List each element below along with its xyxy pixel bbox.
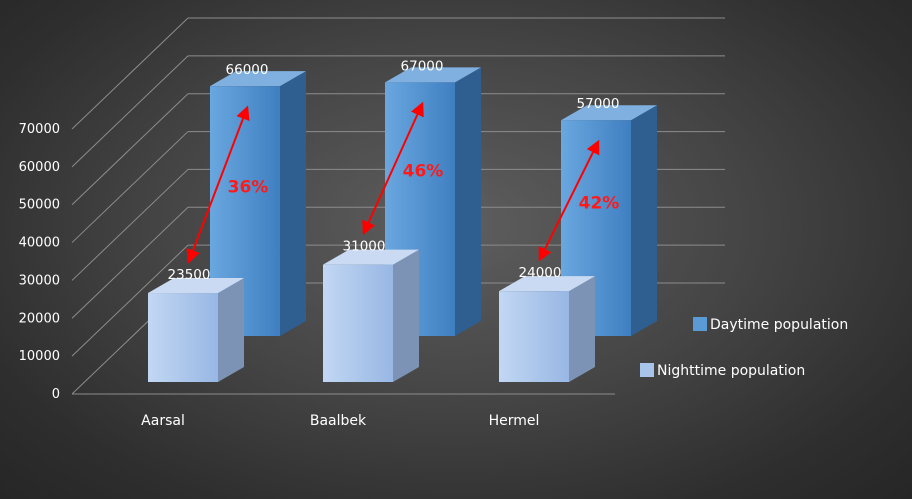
data-label-daytime: 57000: [577, 96, 620, 112]
y-tick-label: 30000: [19, 273, 60, 288]
x-category-label: Aarsal: [141, 413, 185, 429]
growth-arrow: [362, 101, 424, 236]
data-label-daytime: 67000: [401, 58, 444, 74]
x-category-label: Baalbek: [310, 413, 367, 429]
y-tick-label: 70000: [19, 122, 60, 137]
growth-percent-label: 42%: [579, 194, 620, 214]
y-tick-label: 40000: [19, 236, 60, 251]
gridline-diagonal: [71, 131, 189, 243]
gridline-diagonal: [71, 93, 189, 206]
growth-arrow: [186, 105, 250, 264]
gridline-diagonal: [71, 206, 189, 319]
data-label-nighttime: 24000: [519, 265, 562, 281]
legend: Daytime population Nighttime population: [640, 317, 848, 379]
legend-swatch: [693, 317, 707, 331]
growth-arrow: [538, 139, 600, 262]
y-tick-label: 20000: [19, 311, 60, 326]
data-label-nighttime: 31000: [343, 239, 386, 255]
annotation-arrows: 36% 46% 42%: [186, 101, 620, 264]
gridline-diagonal: [71, 55, 189, 168]
x-category-label: Hermel: [489, 413, 540, 429]
data-labels: 66000 67000 57000 23500 31000 24000: [168, 58, 620, 283]
data-label-nighttime: 23500: [168, 267, 211, 283]
bar-nighttime-aarsal: [148, 278, 244, 382]
bar-nighttime-baalbek: [323, 249, 419, 382]
legend-swatch: [640, 363, 654, 377]
y-tick-label: 10000: [19, 349, 60, 364]
y-tick-label: 60000: [19, 160, 60, 175]
bars: [148, 67, 657, 382]
gridline-diagonal: [71, 169, 189, 281]
legend-label: Nighttime population: [657, 363, 805, 379]
gridline-diagonal: [71, 17, 189, 130]
y-axis-ticks: 0 10000 20000 30000 40000 50000 60000 70000: [19, 122, 60, 402]
growth-percent-label: 46%: [403, 162, 444, 182]
growth-percent-label: 36%: [228, 178, 269, 198]
legend-label: Daytime population: [710, 317, 848, 333]
data-label-daytime: 66000: [226, 62, 269, 78]
x-axis-categories: Aarsal Baalbek Hermel: [141, 413, 539, 429]
gridline-diagonal: [71, 244, 189, 357]
y-tick-label: 50000: [19, 198, 60, 213]
y-tick-label: 0: [52, 387, 60, 402]
bar-nighttime-hermel: [499, 276, 595, 382]
